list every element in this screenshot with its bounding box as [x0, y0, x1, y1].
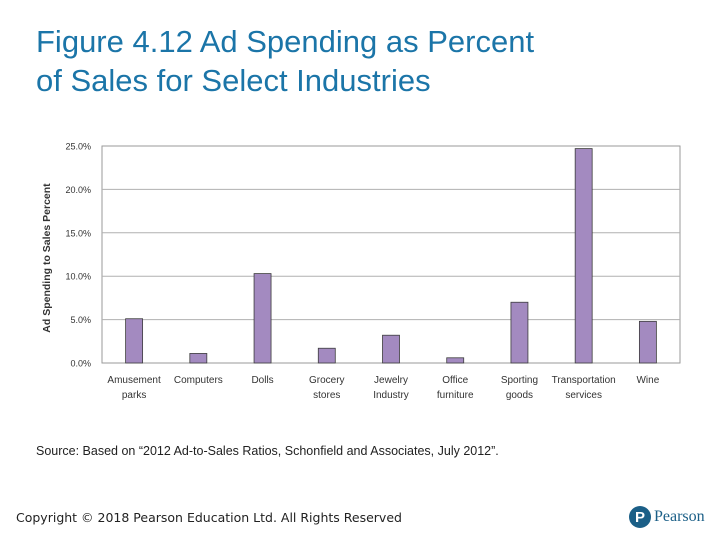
x-tick-label: Office furniture	[437, 375, 474, 401]
plot-frame	[101, 145, 681, 364]
bar	[638, 320, 657, 364]
y-tick-label: 5.0%	[70, 315, 91, 325]
x-tick-label: Transportation services	[552, 375, 616, 401]
bar	[382, 334, 400, 364]
x-tick-label: Computers	[174, 375, 223, 386]
bar	[510, 301, 529, 364]
y-axis-ticks: 0.0% 5.0% 10.0% 15.0% 20.0% 25.0%	[65, 142, 91, 369]
source-note: Source: Based on “2012 Ad-to-Sales Ratio…	[36, 444, 499, 458]
title-line-2: of Sales for Select Industries	[36, 63, 431, 98]
x-axis-labels: Amusement parks Computers Dolls Grocery store…	[107, 375, 659, 401]
y-axis-label: Ad Spending to Sales Percent	[41, 183, 53, 333]
x-tick-label: Amusement parks	[107, 375, 161, 401]
y-tick-label: 15.0%	[65, 228, 91, 238]
brand-name: Pearson	[654, 508, 705, 525]
y-tick-label: 20.0%	[65, 185, 91, 195]
copyright-notice: Copyright © 2018 Pearson Education Ltd. …	[16, 510, 402, 525]
y-tick-label: 25.0%	[65, 142, 91, 152]
y-tick-label: 10.0%	[65, 272, 91, 282]
title-line-1: Figure 4.12 Ad Spending as Percent	[36, 24, 535, 59]
gridlines	[102, 188, 680, 321]
bar	[574, 148, 593, 364]
y-tick-label: 0.0%	[70, 359, 91, 369]
bars	[125, 148, 657, 364]
x-tick-label: Wine	[636, 375, 659, 386]
bar	[317, 347, 336, 364]
x-tick-label: Dolls	[251, 375, 273, 386]
bar	[189, 353, 208, 364]
x-tick-label: Grocery stores	[309, 375, 345, 401]
x-tick-label: Sporting goods	[501, 375, 538, 401]
pearson-p-icon: P	[629, 506, 651, 528]
pearson-logo: P Pearson	[629, 506, 705, 528]
bar	[253, 273, 272, 364]
page-title: Figure 4.12 Ad Spending as Percent of Sa…	[36, 22, 696, 100]
x-tick-label: Jewelry Industry	[373, 375, 409, 401]
bar	[125, 318, 144, 364]
bar	[446, 357, 465, 364]
